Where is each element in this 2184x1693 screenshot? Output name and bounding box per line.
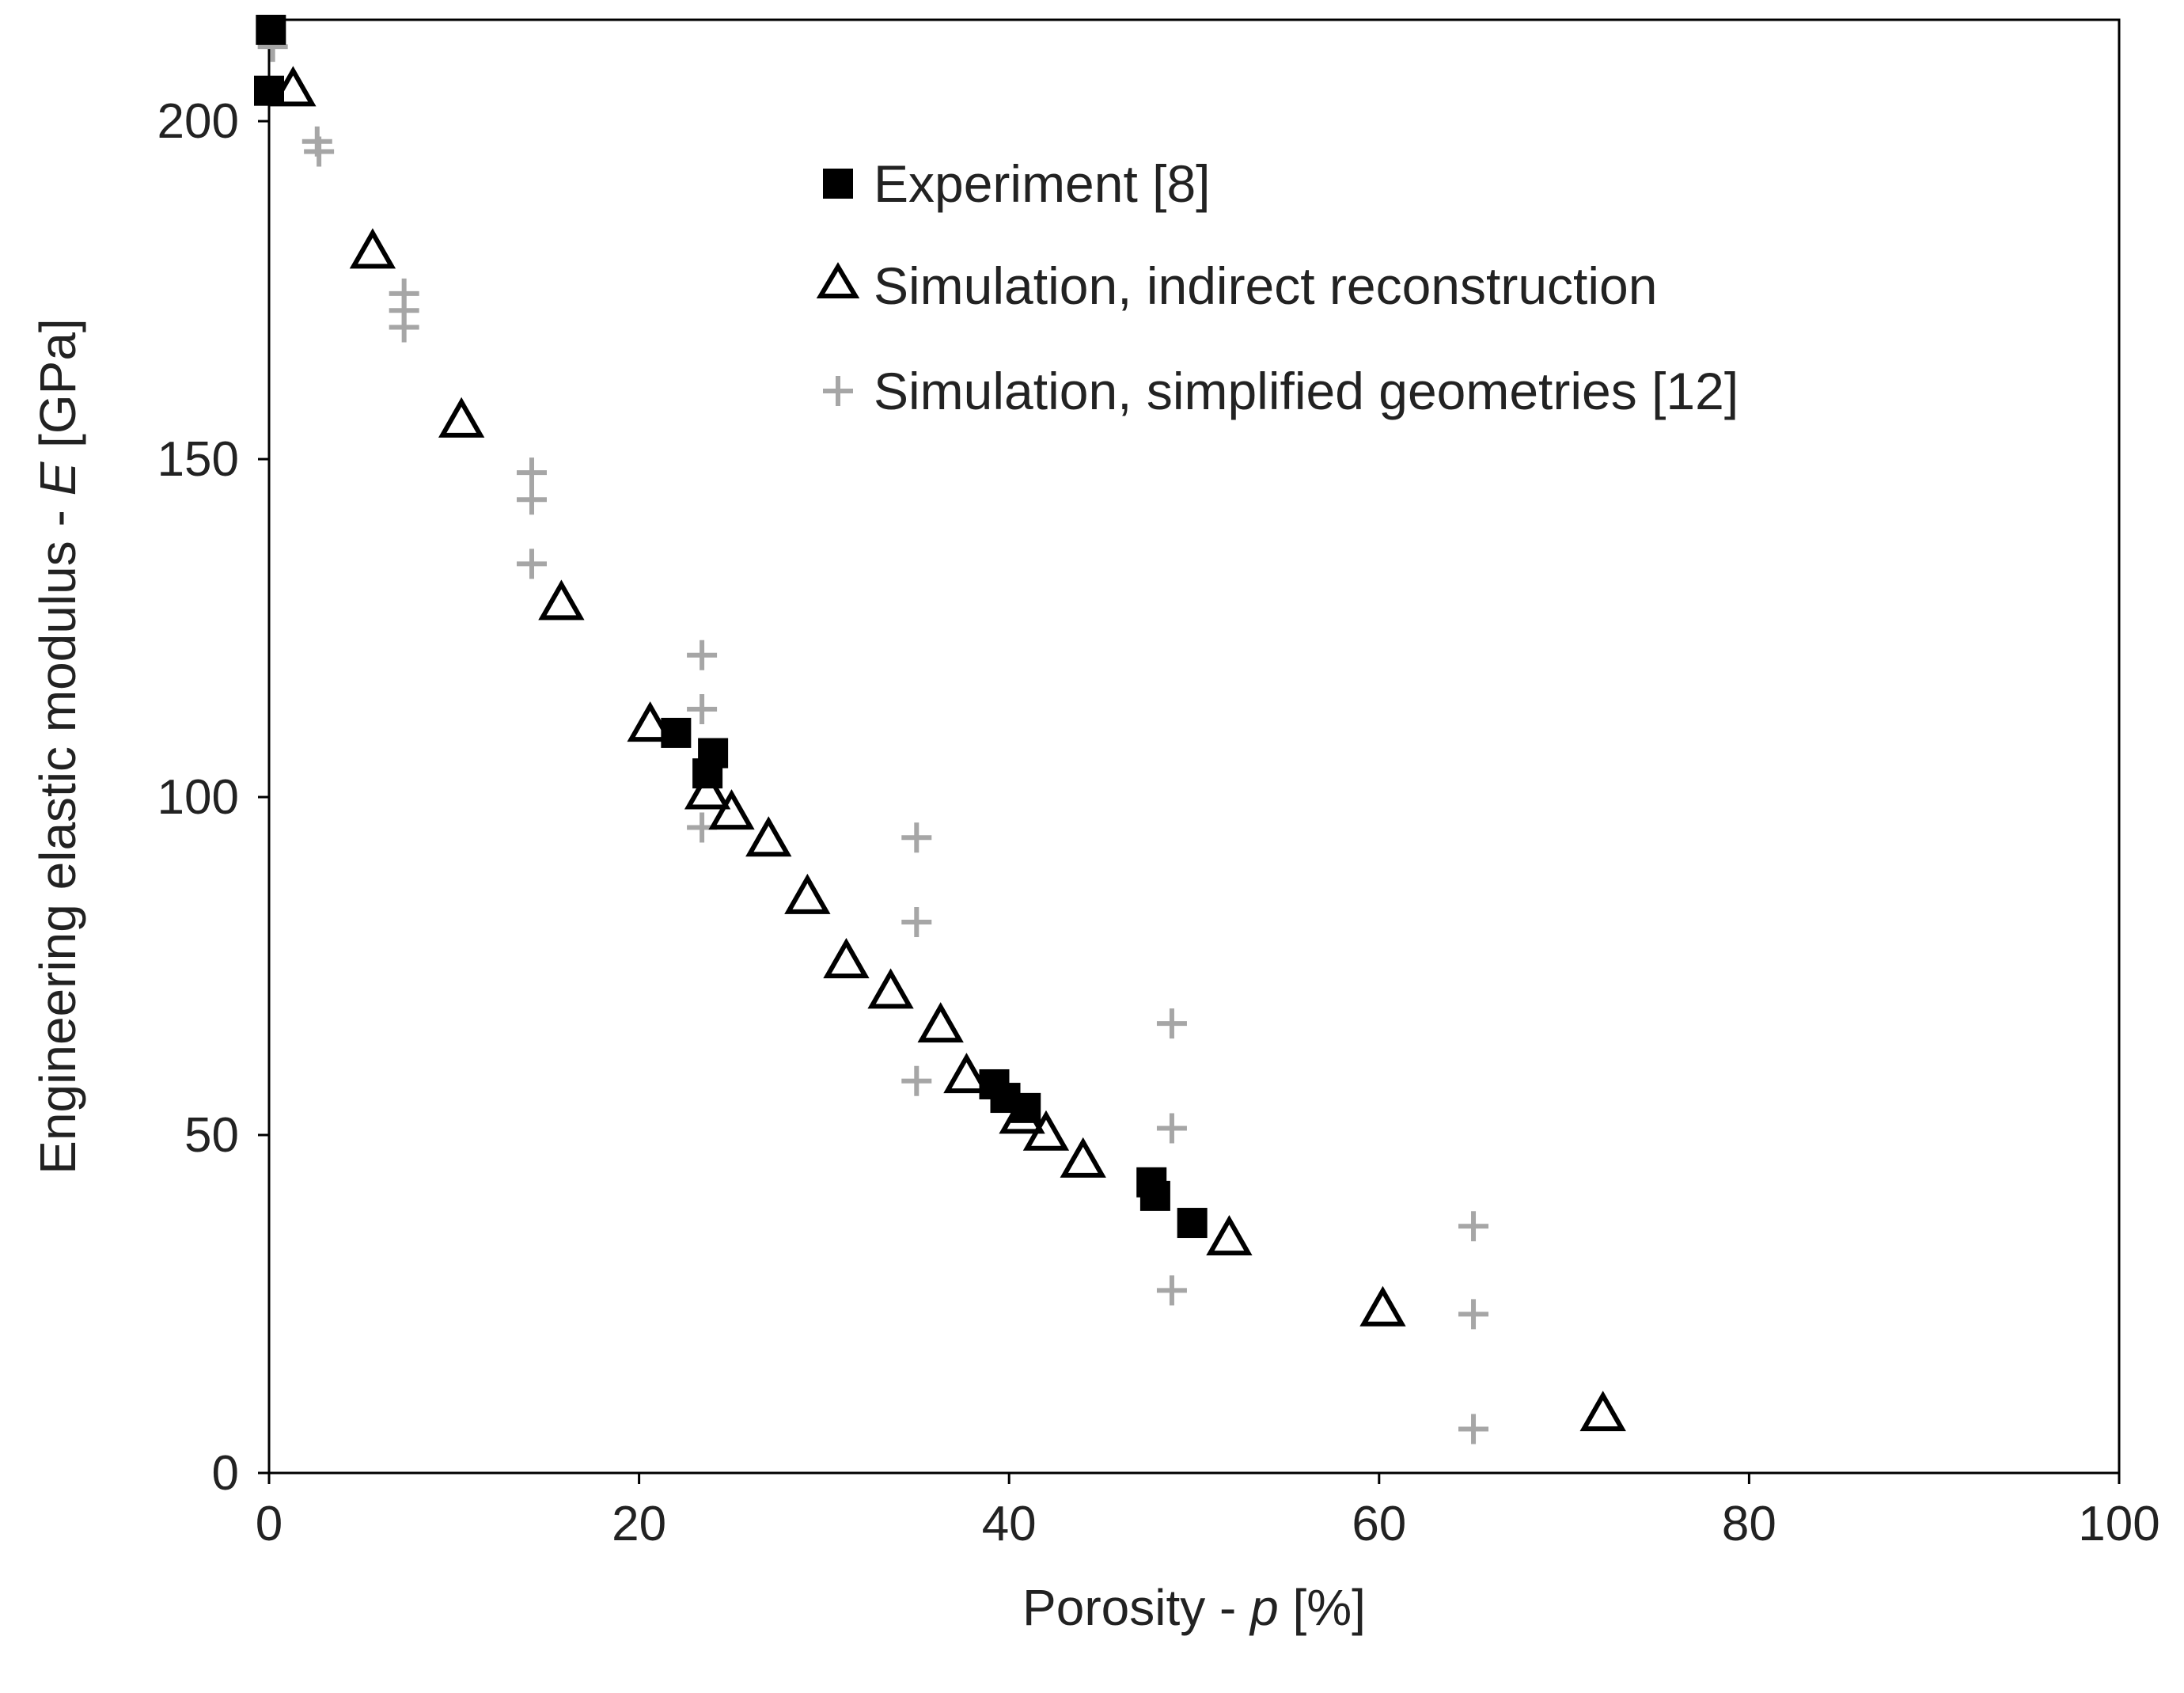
indirect-simulation-point xyxy=(1359,1285,1406,1327)
indirect-simulation-point xyxy=(999,1093,1045,1134)
x-tick-label: 0 xyxy=(256,1497,282,1551)
experiment-point xyxy=(1139,1180,1170,1211)
indirect-simulation-point xyxy=(917,1002,964,1043)
series-simulation-simplified xyxy=(257,32,1489,1444)
simplified-simulation-point xyxy=(304,136,335,167)
x-tick-label: 20 xyxy=(612,1497,666,1551)
indirect-simulation-point xyxy=(1060,1137,1106,1178)
simplified-simulation-point xyxy=(516,457,547,488)
x-tick-label: 40 xyxy=(982,1497,1037,1551)
simplified-simulation-point xyxy=(516,484,547,515)
x-axis-title: Porosity - p [%] xyxy=(1022,1579,1366,1636)
indirect-simulation-point xyxy=(1579,1391,1626,1432)
legend-plus-marker xyxy=(823,376,853,406)
indirect-simulation-point xyxy=(1022,1110,1070,1151)
y-tick-label: 150 xyxy=(157,432,239,487)
indirect-simulation-point xyxy=(867,968,914,1009)
indirect-simulation-point xyxy=(270,66,317,107)
indirect-simulation-point xyxy=(823,937,870,978)
indirect-simulation-point xyxy=(438,397,485,438)
simplified-simulation-point xyxy=(901,907,932,938)
simplified-simulation-point xyxy=(1156,1113,1187,1144)
simplified-simulation-point xyxy=(687,694,718,725)
legend-entry-experiment: Experiment [8] xyxy=(823,154,1211,213)
x-tick-label: 80 xyxy=(1722,1497,1776,1551)
simplified-simulation-point xyxy=(901,822,932,853)
legend-entry-indirect: Simulation, indirect reconstruction xyxy=(816,256,1657,315)
simplified-simulation-point xyxy=(516,549,547,579)
simplified-simulation-point xyxy=(389,312,419,343)
indirect-simulation-point xyxy=(349,228,396,269)
legend-label-experiment: Experiment [8] xyxy=(874,154,1211,213)
indirect-simulation-point xyxy=(538,579,585,621)
simplified-simulation-point xyxy=(1458,1299,1489,1330)
experiment-point xyxy=(1177,1208,1208,1239)
simplified-simulation-point xyxy=(1156,1275,1187,1306)
legend: Experiment [8] Simulation, indirect reco… xyxy=(816,154,1738,420)
y-tick-label: 0 xyxy=(212,1446,239,1501)
simplified-simulation-point xyxy=(687,640,718,670)
indirect-simulation-point xyxy=(1206,1215,1253,1256)
y-axis-title: Engineering elastic modulus - E [GPa] xyxy=(29,318,86,1174)
indirect-simulation-point xyxy=(943,1053,990,1094)
legend-entry-simplified: Simulation, simplified geometries [12] xyxy=(823,362,1738,420)
legend-label-simplified: Simulation, simplified geometries [12] xyxy=(874,362,1738,420)
simplified-simulation-point xyxy=(1156,1008,1187,1039)
legend-label-indirect: Simulation, indirect reconstruction xyxy=(874,256,1657,315)
legend-triangle-marker xyxy=(816,262,860,298)
x-tick-label: 60 xyxy=(1352,1497,1406,1551)
indirect-simulation-point xyxy=(684,769,731,810)
x-tick-label: 100 xyxy=(2078,1497,2159,1551)
indirect-simulation-point xyxy=(745,816,792,857)
series-simulation-indirect xyxy=(270,66,1626,1432)
indirect-simulation-point xyxy=(627,701,673,742)
y-tick-label: 200 xyxy=(157,94,239,149)
y-tick-label: 50 xyxy=(184,1108,239,1163)
experiment-point xyxy=(256,14,286,45)
x-axis: 0 20 40 60 80 100 xyxy=(256,1473,2160,1551)
indirect-simulation-point xyxy=(784,873,831,914)
indirect-simulation-point xyxy=(708,789,755,830)
simplified-simulation-point xyxy=(901,1065,932,1096)
simplified-simulation-point xyxy=(1458,1414,1489,1444)
y-tick-label: 100 xyxy=(157,770,239,825)
simplified-simulation-point xyxy=(1458,1211,1489,1242)
legend-square-marker xyxy=(823,169,853,199)
y-axis: 0 50 100 150 200 xyxy=(157,94,269,1501)
plot-frame xyxy=(267,18,2121,1475)
